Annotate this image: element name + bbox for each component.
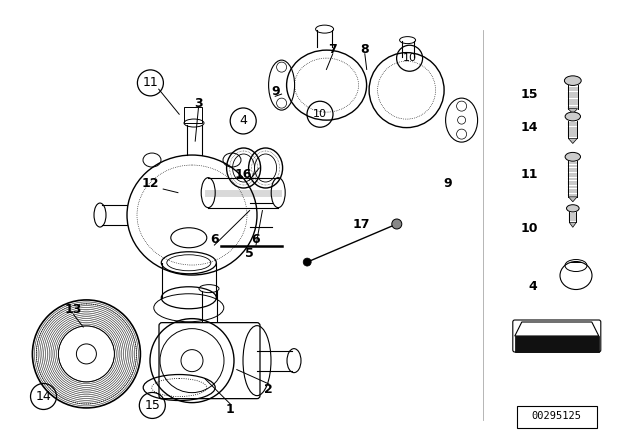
Text: 10: 10 xyxy=(520,222,538,235)
Text: 14: 14 xyxy=(520,121,538,134)
Ellipse shape xyxy=(564,76,581,86)
Circle shape xyxy=(303,258,311,266)
Text: 9: 9 xyxy=(444,177,452,190)
Text: 00295125: 00295125 xyxy=(532,411,582,421)
Text: 9: 9 xyxy=(271,85,280,99)
Ellipse shape xyxy=(565,152,580,161)
Text: 3: 3 xyxy=(194,96,203,110)
Bar xyxy=(517,406,596,428)
Text: 4: 4 xyxy=(529,280,538,293)
Ellipse shape xyxy=(566,205,579,212)
Text: 10: 10 xyxy=(403,53,417,63)
Text: 15: 15 xyxy=(145,399,160,412)
Polygon shape xyxy=(568,138,577,143)
Text: 16: 16 xyxy=(234,168,252,181)
Text: 13: 13 xyxy=(65,302,83,316)
Text: 6: 6 xyxy=(252,233,260,246)
Ellipse shape xyxy=(565,112,580,121)
Polygon shape xyxy=(568,197,577,202)
Text: 1: 1 xyxy=(226,403,235,417)
Text: 15: 15 xyxy=(520,87,538,101)
Text: 5: 5 xyxy=(245,246,254,260)
Text: 17: 17 xyxy=(353,217,371,231)
Circle shape xyxy=(392,219,402,229)
Text: 14: 14 xyxy=(36,390,51,403)
Polygon shape xyxy=(568,109,577,114)
Text: 8: 8 xyxy=(360,43,369,56)
Bar xyxy=(184,107,202,123)
Text: 10: 10 xyxy=(313,109,327,119)
Text: 11: 11 xyxy=(520,168,538,181)
Text: 12: 12 xyxy=(141,177,159,190)
Text: 6: 6 xyxy=(210,233,219,246)
Bar xyxy=(515,336,599,352)
Text: 2: 2 xyxy=(264,383,273,396)
Text: 11: 11 xyxy=(143,76,158,90)
Text: 7: 7 xyxy=(328,43,337,56)
Text: 4: 4 xyxy=(239,114,247,128)
Polygon shape xyxy=(569,222,577,227)
